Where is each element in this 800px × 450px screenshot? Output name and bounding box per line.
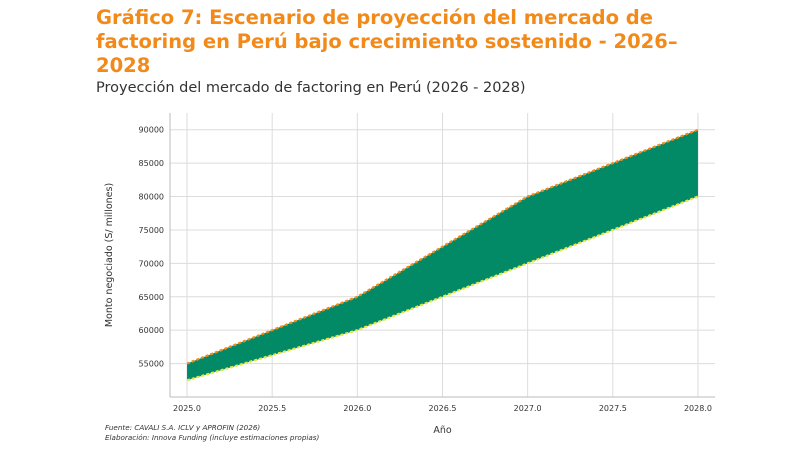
y-tick-label: 90000 — [139, 126, 164, 135]
x-tick-label: 2027.0 — [514, 404, 542, 413]
y-tick-label: 70000 — [139, 259, 164, 268]
y-axis-ticks: 55000 60000 65000 70000 75000 80000 85000 90000 — [139, 126, 164, 369]
x-tick-label: 2027.5 — [599, 404, 627, 413]
y-tick-label: 55000 — [139, 360, 164, 369]
y-tick-label: 60000 — [139, 326, 164, 335]
x-axis-label: Año — [433, 425, 452, 436]
y-axis-label: Monto negociado (S/ millones) — [104, 183, 115, 327]
projection-band — [187, 129, 698, 381]
y-tick-label: 75000 — [139, 226, 164, 235]
source-note: Fuente: CAVALI S.A. ICLV y APROFIN (2026… — [105, 423, 261, 432]
credit-note: Elaboración: Innova Funding (incluye est… — [105, 433, 320, 442]
x-tick-label: 2028.0 — [684, 404, 712, 413]
x-tick-label: 2025.5 — [258, 404, 286, 413]
upper-series-line — [186, 128, 699, 365]
lower-series-line — [186, 195, 699, 382]
x-tick-label: 2026.5 — [429, 404, 457, 413]
y-tick-label: 65000 — [139, 293, 164, 302]
x-tick-label: 2026.0 — [343, 404, 371, 413]
y-tick-label: 80000 — [139, 193, 164, 202]
x-tick-label: 2025.0 — [173, 404, 201, 413]
chart-heading: Gráfico 7: Escenario de proyección del m… — [96, 6, 678, 77]
y-tick-label: 85000 — [139, 159, 164, 168]
x-axis-ticks: 2025.0 2025.5 2026.0 2026.5 2027.0 2027.5 2028… — [173, 404, 712, 413]
chart-subtitle: Proyección del mercado de factoring en P… — [96, 80, 526, 96]
